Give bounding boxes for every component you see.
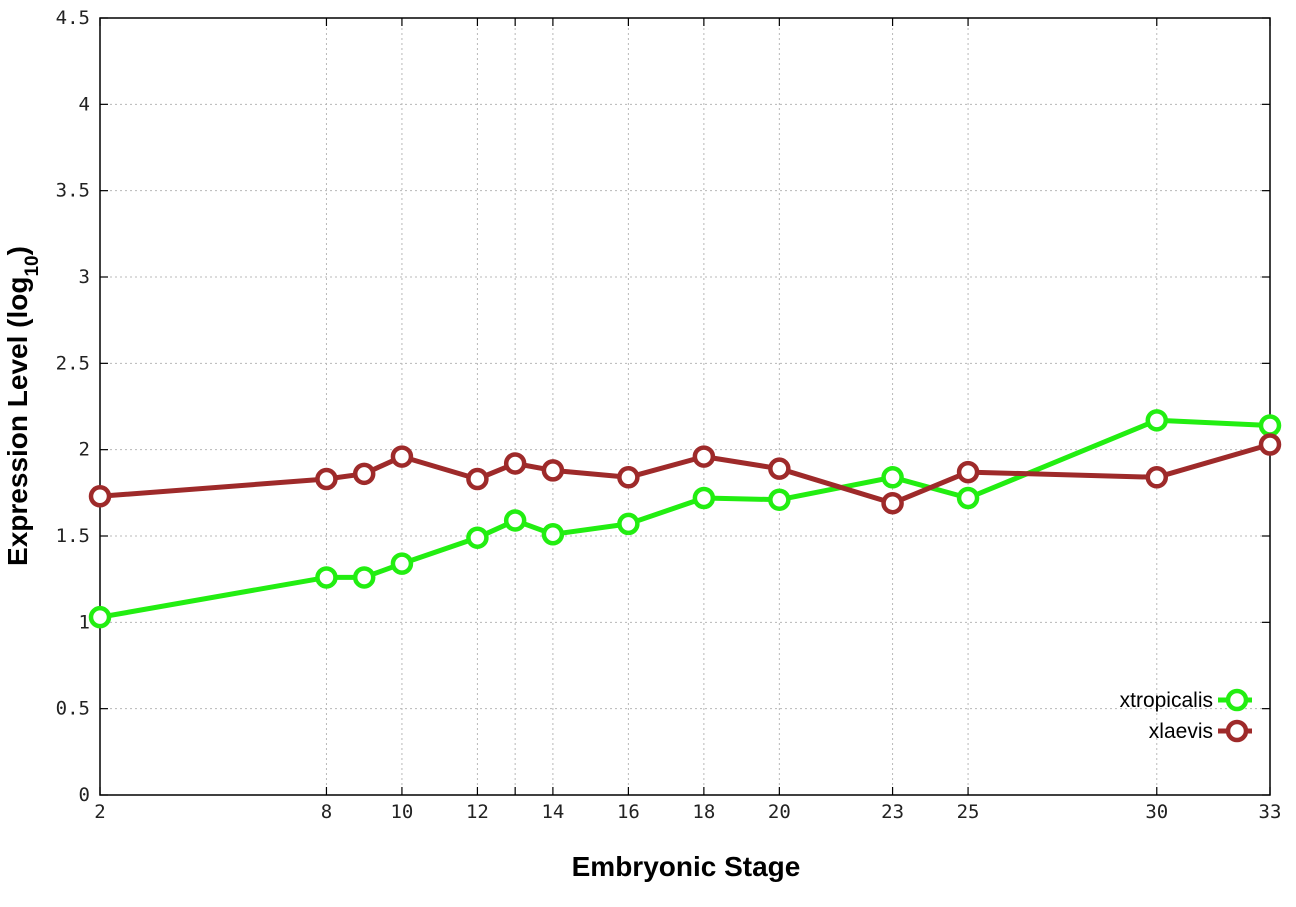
data-point-xtropicalis bbox=[768, 488, 791, 511]
data-point-xlaevis bbox=[466, 467, 489, 491]
y-tick-label: 4.5 bbox=[56, 7, 90, 29]
data-point-xlaevis bbox=[692, 445, 716, 468]
data-point-xtropicalis bbox=[541, 523, 565, 546]
series-layer bbox=[88, 409, 1282, 629]
legend-label-xlaevis: xlaevis bbox=[1149, 720, 1213, 743]
legend: xtropicalis xlaevis bbox=[1120, 688, 1252, 743]
data-point-xlaevis bbox=[315, 467, 338, 491]
y-axis-tick-labels: 0 0.5 1 1.5 2 2.5 3 3.5 4 4.5 bbox=[56, 7, 90, 806]
y-tick-label: 2 bbox=[79, 439, 90, 461]
series-xlaevis bbox=[88, 433, 1282, 515]
legend-label-xtropicalis: xtropicalis bbox=[1120, 689, 1213, 712]
y-tick-label: 3 bbox=[79, 266, 90, 288]
y-tick-label: 3.5 bbox=[56, 180, 90, 202]
x-tick-label: 25 bbox=[957, 801, 980, 823]
data-point-xlaevis bbox=[1258, 433, 1282, 456]
data-point-xlaevis bbox=[541, 459, 565, 482]
y-tick-label: 2.5 bbox=[56, 352, 90, 374]
data-point-xlaevis bbox=[956, 460, 980, 484]
x-tick-label: 20 bbox=[768, 801, 791, 823]
data-point-xtropicalis bbox=[881, 466, 904, 489]
series-line-xlaevis bbox=[99, 442, 1271, 506]
series-xtropicalis bbox=[88, 409, 1282, 629]
x-tick-label: 30 bbox=[1145, 801, 1168, 823]
data-point-xlaevis bbox=[390, 445, 414, 468]
data-point-xtropicalis bbox=[352, 566, 376, 589]
data-point-xtropicalis bbox=[1145, 409, 1169, 432]
data-point-xtropicalis bbox=[956, 486, 980, 510]
data-point-xtropicalis bbox=[466, 526, 489, 549]
axis-ticks bbox=[99, 17, 1271, 796]
data-point-xlaevis bbox=[352, 462, 376, 486]
x-axis-title: Embryonic Stage bbox=[572, 851, 801, 882]
data-point-xlaevis bbox=[88, 485, 112, 508]
y-tick-label: 1.5 bbox=[56, 525, 90, 547]
x-tick-label: 8 bbox=[321, 801, 332, 823]
y-tick-label: 1 bbox=[79, 611, 90, 633]
data-point-xlaevis bbox=[768, 457, 791, 480]
x-tick-label: 23 bbox=[881, 801, 904, 823]
data-point-xtropicalis bbox=[1258, 414, 1282, 437]
y-axis-title-subscript: 10 bbox=[22, 255, 43, 276]
x-tick-label: 10 bbox=[390, 801, 413, 823]
x-tick-label: 18 bbox=[692, 801, 715, 823]
data-point-xtropicalis bbox=[692, 486, 716, 510]
legend-marker-xtropicalis bbox=[1225, 688, 1249, 712]
y-tick-label: 4 bbox=[79, 93, 90, 115]
y-axis-title: Expression Level (log10) bbox=[2, 246, 43, 566]
y-tick-label: 0 bbox=[79, 784, 90, 806]
data-point-xlaevis bbox=[503, 452, 527, 475]
x-tick-label: 12 bbox=[466, 801, 489, 823]
y-axis-title-close: ) bbox=[2, 246, 33, 255]
y-tick-label: 0.5 bbox=[56, 698, 90, 720]
data-point-xlaevis bbox=[881, 491, 904, 515]
data-point-xtropicalis bbox=[503, 509, 527, 532]
x-axis-tick-labels: 2 8 10 12 14 16 18 20 23 25 30 33 bbox=[94, 801, 1281, 823]
data-point-xtropicalis bbox=[88, 605, 112, 629]
x-tick-label: 14 bbox=[541, 801, 564, 823]
data-point-xlaevis bbox=[1145, 466, 1169, 489]
x-tick-label: 2 bbox=[94, 801, 105, 823]
data-point-xtropicalis bbox=[617, 512, 640, 536]
y-axis-title-main: Expression Level (log bbox=[2, 277, 33, 566]
data-point-xtropicalis bbox=[390, 552, 414, 575]
legend-marker-xlaevis bbox=[1225, 719, 1249, 743]
data-point-xtropicalis bbox=[315, 566, 338, 589]
plot-frame bbox=[99, 17, 1271, 796]
gridlines bbox=[100, 18, 1270, 795]
x-tick-label: 33 bbox=[1259, 801, 1282, 823]
x-tick-label: 16 bbox=[617, 801, 640, 823]
data-point-xlaevis bbox=[617, 466, 640, 489]
